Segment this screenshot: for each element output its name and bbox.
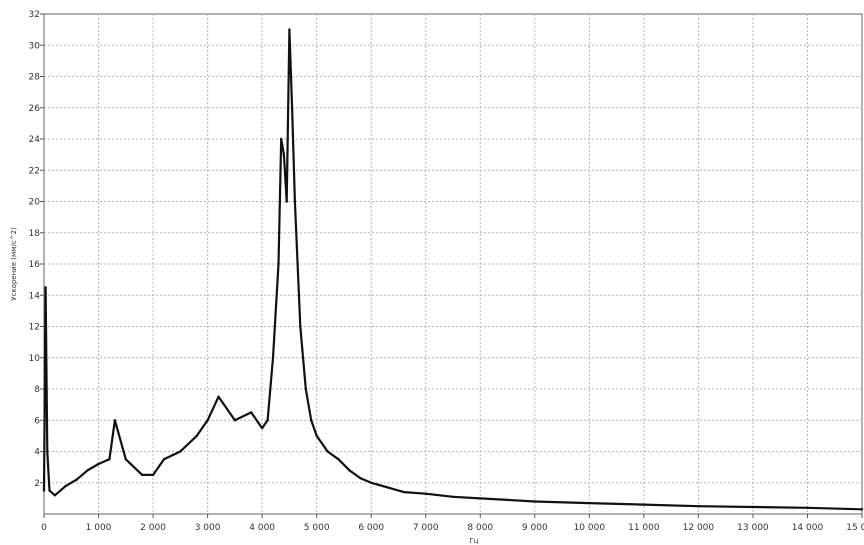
x-tick-label: 14 000 xyxy=(792,523,824,533)
y-tick-label: 18 xyxy=(29,229,41,239)
x-tick-labels: 0 1 000 2 000 3 000 4 000 5 000 6 000 7 000 8 00… xyxy=(41,514,864,533)
data-point xyxy=(310,419,313,422)
data-point xyxy=(86,469,89,472)
data-point xyxy=(337,458,340,461)
y-tick-label: 16 xyxy=(29,260,41,270)
data-point xyxy=(151,473,155,477)
y-tick-label: 12 xyxy=(29,323,40,333)
data-point xyxy=(64,484,68,488)
data-point xyxy=(860,508,864,511)
y-tick-label: 10 xyxy=(29,354,41,364)
data-point xyxy=(108,458,111,461)
y-axis-title: Ускорение (мм/с^2) xyxy=(10,227,18,301)
data-point xyxy=(506,498,509,502)
data-point xyxy=(141,473,144,477)
data-point xyxy=(359,476,362,480)
data-point xyxy=(285,200,288,203)
data-point xyxy=(179,450,182,453)
data-point xyxy=(162,458,166,461)
y-tick-label: 4 xyxy=(34,448,40,458)
x-tick-label: 6 000 xyxy=(358,523,384,533)
x-tick-label: 0 xyxy=(41,523,47,533)
y-tick-label: 8 xyxy=(34,385,40,395)
data-point xyxy=(402,490,406,494)
y-tick-label: 28 xyxy=(29,73,41,83)
data-point xyxy=(806,506,809,509)
data-point xyxy=(348,469,351,472)
data-point xyxy=(53,494,57,497)
data-point xyxy=(588,501,591,505)
data-point xyxy=(326,450,329,453)
data-point xyxy=(113,419,117,422)
data-point xyxy=(46,450,49,453)
data-point xyxy=(124,458,128,461)
data-point xyxy=(282,153,286,156)
data-point xyxy=(277,262,280,266)
grid xyxy=(44,14,862,514)
data-point xyxy=(44,286,47,289)
data-point xyxy=(642,503,646,506)
data-point xyxy=(206,419,209,422)
y-tick-label: 6 xyxy=(34,416,40,426)
y-tick-label: 14 xyxy=(29,291,41,301)
data-point xyxy=(424,492,427,495)
data-point xyxy=(42,489,46,492)
data-point xyxy=(266,419,269,422)
data-point xyxy=(293,200,297,203)
x-tick-label: 12 000 xyxy=(683,523,715,533)
data-point xyxy=(97,462,100,466)
y-tick-label: 32 xyxy=(29,10,40,20)
data-point xyxy=(290,106,294,110)
x-tick-label: 10 000 xyxy=(574,523,606,533)
data-point xyxy=(533,500,536,503)
x-tick-label: 13 000 xyxy=(737,523,769,533)
data-point xyxy=(315,434,318,438)
data-point xyxy=(304,387,307,391)
series-layer xyxy=(42,28,864,511)
data-point xyxy=(370,481,373,484)
data-point xyxy=(386,486,389,489)
data-point xyxy=(233,419,237,422)
x-tick-label: 7 000 xyxy=(413,523,439,533)
x-tick-label: 3 000 xyxy=(195,523,221,533)
data-point xyxy=(288,28,291,31)
x-tick-label: 4 000 xyxy=(249,523,275,533)
x-tick-label: 9 000 xyxy=(522,523,548,533)
y-tick-label: 20 xyxy=(29,198,41,208)
data-point xyxy=(280,137,283,141)
x-tick-label: 11 000 xyxy=(628,523,660,533)
data-point xyxy=(75,478,78,481)
data-point xyxy=(48,489,51,492)
data-point xyxy=(217,395,220,398)
x-tick-label: 8 000 xyxy=(467,523,493,533)
y-tick-label: 24 xyxy=(29,135,41,145)
data-point xyxy=(195,434,198,438)
data-point xyxy=(451,495,455,498)
y-tick-label: 30 xyxy=(29,41,41,51)
data-point xyxy=(697,505,700,508)
x-tick-label: 15 000 xyxy=(846,523,864,533)
y-tick-label: 22 xyxy=(29,166,40,176)
y-tick-label: 26 xyxy=(29,104,41,114)
data-point xyxy=(250,411,253,414)
x-tick-label: 5 000 xyxy=(304,523,330,533)
data-point xyxy=(271,356,275,359)
data-point xyxy=(260,426,264,430)
data-point xyxy=(299,325,302,328)
x-tick-label: 2 000 xyxy=(140,523,166,533)
x-axis-title: Гц xyxy=(469,537,478,545)
y-tick-label: 2 xyxy=(34,479,40,489)
data-point xyxy=(479,497,482,500)
x-tick-label: 1 000 xyxy=(86,523,112,533)
data-point xyxy=(751,505,755,509)
